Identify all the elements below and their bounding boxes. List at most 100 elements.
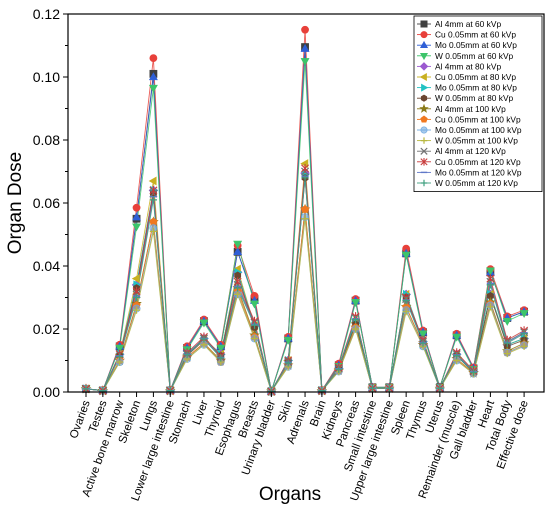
legend-label: Mo 0.05mm at 80 kVp xyxy=(435,83,517,93)
data-point xyxy=(469,368,478,377)
data-point xyxy=(352,325,360,333)
legend-label: W 0.05mm at 120 kVp xyxy=(435,178,518,188)
legend-item: Mo 0.05mm at 60 kVp xyxy=(417,40,517,50)
data-point xyxy=(368,384,377,392)
legend-label: W 0.05mm at 100 kVp xyxy=(435,136,518,146)
data-point xyxy=(149,196,157,204)
legend-marker xyxy=(419,103,429,113)
legend-marker xyxy=(419,52,429,61)
legend-item: Al 4mm at 100 kVp xyxy=(417,103,506,114)
legend-item: Al 4mm at 60 kVp xyxy=(417,19,501,29)
data-point xyxy=(300,58,310,67)
data-point xyxy=(352,315,360,324)
legend-item: Al 4mm at 80 kVp xyxy=(417,61,501,71)
y-axis-title: Organ Dose xyxy=(5,152,26,254)
data-point xyxy=(502,317,512,326)
data-point xyxy=(183,351,191,359)
legend-label: Al 4mm at 80 kVp xyxy=(435,61,501,71)
legend-marker xyxy=(419,62,429,71)
data-point xyxy=(301,164,310,173)
data-point xyxy=(132,293,141,302)
legend-item: Mo 0.05mm at 100 kVp xyxy=(417,125,522,135)
legend-marker xyxy=(421,83,429,92)
legend-item: Cu 0.05mm at 120 kVp xyxy=(417,157,521,167)
data-point xyxy=(401,251,411,260)
legend-item: W 0.05mm at 60 kVp xyxy=(417,51,514,61)
data-point xyxy=(116,353,124,361)
legend-label: W 0.05mm at 80 kVp xyxy=(435,93,514,103)
data-point xyxy=(250,321,259,329)
legend-label: Mo 0.05mm at 100 kVp xyxy=(435,125,522,135)
legend-marker xyxy=(420,137,428,144)
data-point xyxy=(300,43,310,52)
data-point xyxy=(234,284,242,292)
data-point xyxy=(82,385,90,393)
data-point xyxy=(520,330,528,338)
data-point xyxy=(250,300,259,309)
data-point xyxy=(300,204,310,213)
data-point xyxy=(149,186,158,195)
legend-marker xyxy=(420,179,428,187)
data-point xyxy=(149,227,157,235)
legend-marker xyxy=(420,94,428,102)
legend-label: Al 4mm at 120 kVp xyxy=(435,146,506,156)
data-point xyxy=(301,215,309,223)
data-point xyxy=(485,267,495,276)
data-point xyxy=(233,240,243,249)
data-point xyxy=(132,223,142,232)
data-point xyxy=(234,290,242,298)
legend-item: W 0.05mm at 120 kVp xyxy=(417,178,518,188)
data-point xyxy=(453,352,461,360)
data-point xyxy=(418,330,428,339)
legend-item: Mo 0.05mm at 80 kVp xyxy=(417,83,517,93)
data-point xyxy=(148,72,158,81)
data-point xyxy=(402,308,410,316)
legend-box xyxy=(413,15,543,193)
legend-item: Cu 0.05mm at 100 kVp xyxy=(417,114,521,124)
data-point xyxy=(503,339,511,347)
legend-marker xyxy=(420,157,428,166)
y-tick-label: 0.12 xyxy=(33,6,60,22)
data-point xyxy=(200,335,208,343)
data-point xyxy=(284,359,292,367)
legend-marker xyxy=(420,126,428,134)
y-tick-label: 0.06 xyxy=(33,195,60,211)
data-point xyxy=(199,319,209,328)
data-point xyxy=(131,274,140,284)
x-axis-title: Organs xyxy=(259,484,321,505)
data-point xyxy=(148,176,157,186)
legend-marker xyxy=(419,72,427,82)
data-point xyxy=(385,384,393,392)
legend-label: Mo 0.05mm at 120 kVp xyxy=(435,167,522,177)
legend-item: W 0.05mm at 80 kVp xyxy=(417,93,514,103)
y-tick-label: 0.04 xyxy=(33,258,60,274)
legend-marker xyxy=(419,40,429,49)
data-point xyxy=(351,299,361,307)
data-point xyxy=(149,54,158,62)
data-point xyxy=(335,365,343,373)
data-point xyxy=(503,349,511,358)
legend-marker xyxy=(420,20,428,28)
legend-label: Mo 0.05mm at 60 kVp xyxy=(435,40,517,50)
legend-marker xyxy=(420,31,428,39)
legend-marker xyxy=(420,115,428,123)
legend-item: Cu 0.05mm at 80 kVp xyxy=(417,72,516,82)
y-tick-label: 0.00 xyxy=(33,384,60,400)
data-point xyxy=(217,354,225,362)
data-point xyxy=(250,334,259,343)
data-point xyxy=(132,212,142,221)
data-point xyxy=(486,303,494,311)
data-point xyxy=(216,344,226,353)
legend-label: Cu 0.05mm at 120 kVp xyxy=(435,157,521,167)
y-tick-label: 0.02 xyxy=(33,321,60,337)
data-point xyxy=(402,297,410,305)
data-point xyxy=(300,159,309,169)
data-point xyxy=(419,339,427,347)
legend-item: W 0.05mm at 100 kVp xyxy=(417,136,518,146)
data-point xyxy=(233,247,243,256)
y-tick-label: 0.10 xyxy=(33,69,60,85)
data-point xyxy=(519,310,529,319)
legend-label: Cu 0.05mm at 100 kVp xyxy=(435,114,521,124)
